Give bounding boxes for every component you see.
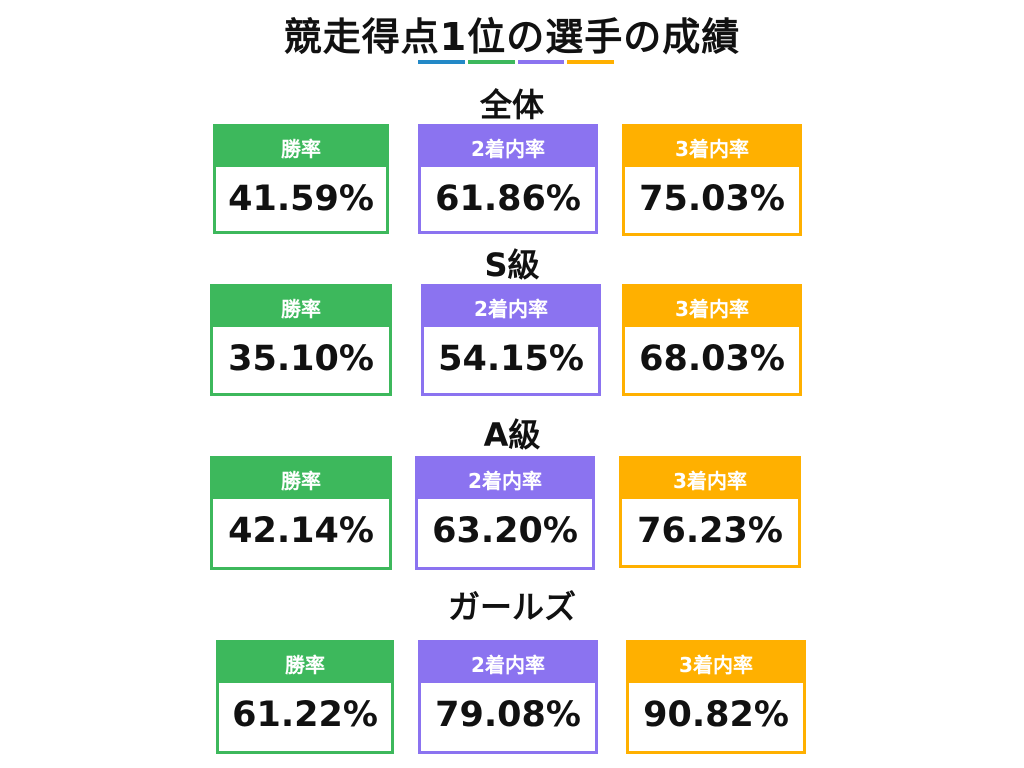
top3-rate-card: 3着内率 75.03%	[622, 124, 802, 236]
page-title: 競走得点1位の選手の成績	[283, 15, 741, 59]
card-value: 90.82%	[643, 695, 789, 735]
win-rate-card: 勝率 42.14%	[210, 456, 392, 570]
card-header: 勝率	[213, 287, 389, 327]
card-header: 2着内率	[418, 459, 592, 499]
card-header: 勝率	[216, 127, 386, 167]
card-header: 勝率	[219, 643, 391, 683]
card-header: 2着内率	[424, 287, 598, 327]
top2-rate-card: 2着内率 54.15%	[421, 284, 601, 396]
card-header: 勝率	[213, 459, 389, 499]
section-label-a-class: A級	[483, 416, 541, 454]
win-rate-card: 勝率 35.10%	[210, 284, 392, 396]
card-header: 2着内率	[421, 643, 595, 683]
card-header: 2着内率	[421, 127, 595, 167]
top2-rate-card: 2着内率 79.08%	[418, 640, 598, 754]
top3-rate-card: 3着内率 90.82%	[626, 640, 806, 754]
top2-rate-card: 2着内率 63.20%	[415, 456, 595, 570]
card-header: 3着内率	[629, 643, 803, 683]
top3-rate-card: 3着内率 76.23%	[619, 456, 801, 568]
card-value: 76.23%	[637, 511, 783, 551]
card-value: 79.08%	[435, 695, 581, 735]
card-header: 3着内率	[622, 459, 798, 499]
title-underline	[418, 60, 614, 64]
card-value: 68.03%	[639, 339, 785, 379]
win-rate-card: 勝率 41.59%	[213, 124, 389, 234]
card-value: 61.22%	[232, 695, 378, 735]
card-value: 42.14%	[228, 511, 374, 551]
card-value: 35.10%	[228, 339, 374, 379]
section-label-girls: ガールズ	[447, 588, 576, 626]
top2-rate-card: 2着内率 61.86%	[418, 124, 598, 234]
section-label-s-class: S級	[484, 246, 540, 284]
card-header: 3着内率	[625, 127, 799, 167]
win-rate-card: 勝率 61.22%	[216, 640, 394, 754]
card-value: 75.03%	[639, 179, 785, 219]
card-header: 3着内率	[625, 287, 799, 327]
top3-rate-card: 3着内率 68.03%	[622, 284, 802, 396]
card-value: 54.15%	[438, 339, 584, 379]
card-value: 63.20%	[432, 511, 578, 551]
card-value: 61.86%	[435, 179, 581, 219]
card-value: 41.59%	[228, 179, 374, 219]
section-label-overall: 全体	[479, 86, 544, 124]
